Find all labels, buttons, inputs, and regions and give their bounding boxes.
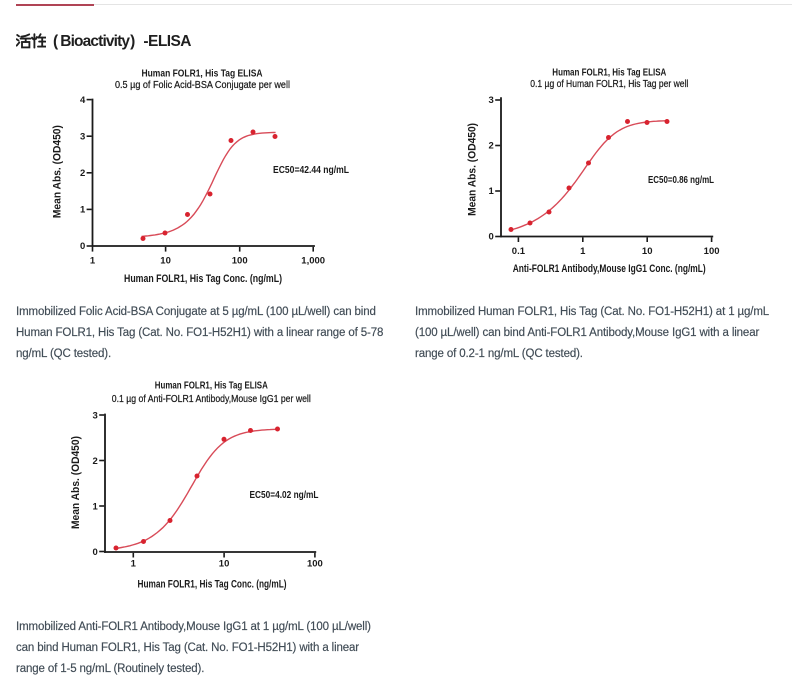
svg-text:1: 1 — [580, 246, 586, 257]
svg-text:EC50=0.86 ng/mL: EC50=0.86 ng/mL — [648, 175, 714, 186]
svg-text:100: 100 — [232, 256, 248, 267]
svg-text:1: 1 — [93, 501, 99, 512]
svg-text:2: 2 — [93, 456, 98, 467]
svg-text:Human FOLR1, His Tag ELISA: Human FOLR1, His Tag ELISA — [552, 67, 666, 78]
svg-text:10: 10 — [219, 559, 230, 570]
svg-text:3: 3 — [489, 95, 494, 106]
svg-text:1: 1 — [90, 256, 96, 267]
svg-text:Human FOLR1, His Tag ELISA: Human FOLR1, His Tag ELISA — [142, 69, 263, 80]
svg-text:Mean Abs. (OD450): Mean Abs. (OD450) — [70, 436, 82, 529]
svg-text:Anti-FOLR1 Antibody,Mouse IgG1: Anti-FOLR1 Antibody,Mouse IgG1 Conc. (ng… — [513, 263, 706, 275]
svg-text:0: 0 — [93, 547, 98, 558]
svg-text:0.5 µg of Folic Acid-BSA Conju: 0.5 µg of Folic Acid-BSA Conjugate per w… — [115, 80, 290, 91]
svg-text:0.1 µg of Human FOLR1, His Tag: 0.1 µg of Human FOLR1, His Tag per well — [530, 79, 688, 90]
svg-text:2: 2 — [489, 141, 494, 152]
svg-text:0: 0 — [489, 232, 494, 243]
svg-text:Human FOLR1, His Tag Conc. (ng: Human FOLR1, His Tag Conc. (ng/mL) — [138, 579, 287, 591]
svg-text:Human FOLR1, His Tag ELISA: Human FOLR1, His Tag ELISA — [155, 380, 268, 391]
svg-text:10: 10 — [160, 256, 171, 267]
svg-text:1,000: 1,000 — [301, 256, 325, 267]
svg-text:1: 1 — [489, 186, 495, 197]
svg-text:EC50=42.44 ng/mL: EC50=42.44 ng/mL — [273, 165, 349, 176]
svg-text:Mean Abs. (OD450): Mean Abs. (OD450) — [467, 123, 479, 216]
svg-text:4: 4 — [80, 95, 86, 106]
svg-text:1: 1 — [80, 205, 86, 216]
svg-text:0.1 µg of Anti-FOLR1 Antibody,: 0.1 µg of Anti-FOLR1 Antibody,Mouse IgG1… — [112, 394, 311, 405]
svg-text:100: 100 — [704, 246, 720, 257]
svg-text:Human FOLR1, His Tag Conc. (ng: Human FOLR1, His Tag Conc. (ng/mL) — [124, 273, 282, 285]
svg-text:3: 3 — [93, 410, 98, 421]
svg-text:EC50=4.02 ng/mL: EC50=4.02 ng/mL — [250, 490, 319, 501]
svg-text:2: 2 — [80, 168, 85, 179]
svg-text:1: 1 — [131, 559, 137, 570]
svg-text:3: 3 — [80, 131, 85, 142]
svg-text:0.1: 0.1 — [512, 246, 526, 257]
svg-text:Mean Abs. (OD450): Mean Abs. (OD450) — [51, 125, 63, 218]
svg-text:100: 100 — [307, 559, 323, 570]
svg-text:10: 10 — [642, 246, 653, 257]
svg-text:0: 0 — [80, 241, 85, 252]
